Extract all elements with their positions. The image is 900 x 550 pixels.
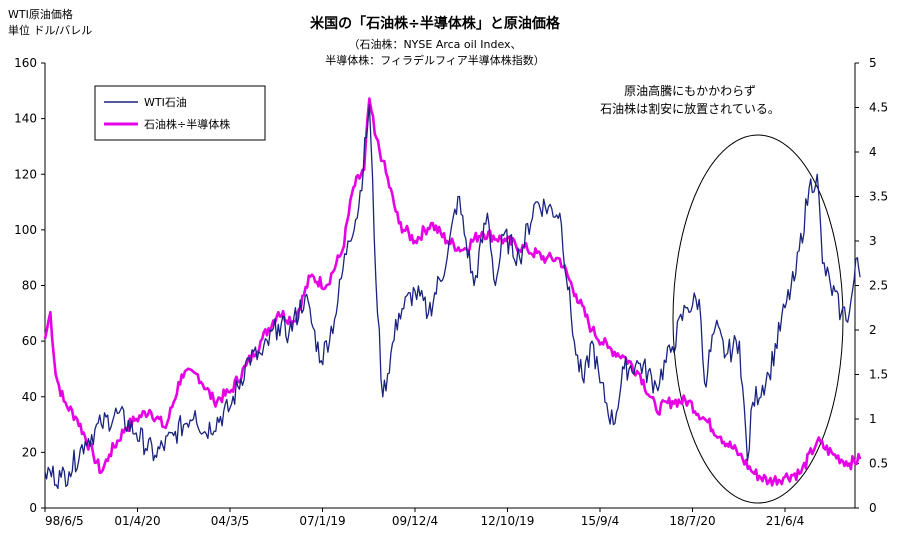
y-left-tick-label: 100 — [14, 223, 37, 237]
y-left-tick-label: 140 — [14, 112, 37, 126]
y-left-tick-label: 60 — [22, 334, 37, 348]
y-left-tick-label: 120 — [14, 167, 37, 181]
y-right-tick-label: 4.5 — [869, 101, 888, 115]
x-tick-label: 15/9/4 — [581, 514, 620, 528]
annotation-line-2: 石油株は割安に放置されている。 — [600, 101, 780, 116]
annotation-line-1: 原油高騰にもかかわらず — [624, 83, 756, 98]
y-right-tick-label: 5 — [869, 56, 877, 70]
left-axis-label-1: WTI原油価格 — [8, 7, 73, 21]
series-line-ratio — [43, 97, 862, 487]
y-right-tick-label: 3 — [869, 234, 877, 248]
y-left-tick-label: 0 — [29, 501, 37, 515]
y-right-tick-label: 2 — [869, 323, 877, 337]
y-right-tick-label: 3.5 — [869, 190, 888, 204]
y-left-tick-label: 40 — [22, 390, 37, 404]
series-group — [43, 97, 862, 490]
axes-group: 0 20 40 60 80 100 120 140 160 0 0.5 1 1.5 2 2.5 3 3.5 4 4.… — [14, 56, 888, 528]
legend-label-ratio: 石油株÷半導体株 — [144, 117, 230, 131]
y-left-tick-label: 20 — [22, 445, 37, 459]
y-right-tick-label: 0 — [869, 501, 877, 515]
y-right-tick-label: 0.5 — [869, 457, 888, 471]
legend: WTI石油 石油株÷半導体株 — [94, 85, 266, 141]
chart-subtitle-2: 半導体株：フィラデルフィア半導体株指数） — [325, 53, 545, 67]
x-tick-label: 04/3/5 — [211, 514, 250, 528]
chart-title: 米国の「石油株÷半導体株」と原油価格 — [310, 15, 561, 32]
legend-label-wti: WTI石油 — [144, 95, 187, 109]
x-tick-label: 18/7/20 — [669, 514, 715, 528]
highlight-ellipse — [672, 134, 844, 504]
x-tick-label: 12/10/19 — [481, 514, 535, 528]
x-tick-label: 21/6/4 — [766, 514, 805, 528]
x-tick-label: 09/12/4 — [392, 514, 438, 528]
y-right-tick-label: 4 — [869, 145, 877, 159]
y-right-tick-label: 1 — [869, 412, 877, 426]
y-right-tick-label: 1.5 — [869, 368, 888, 382]
y-left-tick-label: 80 — [22, 279, 37, 293]
x-tick-label: 98/6/5 — [45, 514, 84, 528]
x-tick-label: 01/4/20 — [114, 514, 160, 528]
chart-subtitle-1: （石油株：NYSE Arca oil Index、 — [348, 37, 521, 51]
y-left-tick-label: 160 — [14, 56, 37, 70]
x-tick-label: 07/1/19 — [299, 514, 345, 528]
legend-box — [94, 85, 266, 141]
y-right-tick-label: 2.5 — [869, 279, 888, 293]
series-line-wti — [44, 104, 861, 490]
left-axis-label-2: 単位 ドル/バレル — [8, 23, 92, 37]
